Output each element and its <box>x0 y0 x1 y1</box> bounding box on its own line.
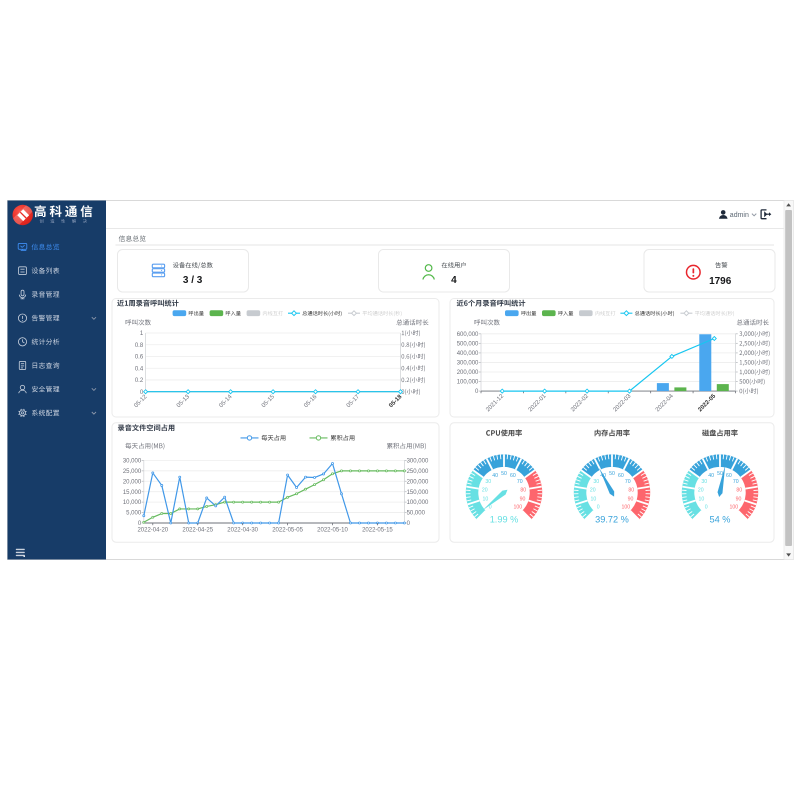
svg-text:54 %: 54 % <box>710 515 731 525</box>
svg-text:100,000: 100,000 <box>457 380 479 386</box>
svg-text:1: 1 <box>140 331 144 337</box>
svg-text:600,000: 600,000 <box>457 332 479 338</box>
svg-text:100,000: 100,000 <box>407 500 429 506</box>
svg-text:200,000: 200,000 <box>407 479 429 485</box>
svg-text:70: 70 <box>733 479 739 485</box>
svg-text:20: 20 <box>698 487 704 493</box>
svg-text:10,000: 10,000 <box>123 500 142 506</box>
svg-text:2022-04-20: 2022-04-20 <box>137 527 168 533</box>
svg-text:80: 80 <box>736 487 742 493</box>
svg-text:50: 50 <box>717 471 723 477</box>
svg-text:39.72 %: 39.72 % <box>595 515 629 525</box>
svg-text:15,000: 15,000 <box>123 490 142 496</box>
svg-text:2022-04-30: 2022-04-30 <box>227 527 258 533</box>
svg-text:0: 0 <box>140 390 144 396</box>
svg-text:admin: admin <box>730 212 749 219</box>
svg-text:60: 60 <box>618 473 624 479</box>
svg-text:90: 90 <box>520 497 526 503</box>
svg-text:250,000: 250,000 <box>407 469 429 475</box>
svg-text:60: 60 <box>726 473 732 479</box>
svg-text:10: 10 <box>699 497 705 503</box>
svg-text:500,000: 500,000 <box>457 341 479 347</box>
svg-text:1.99 %: 1.99 % <box>490 515 519 525</box>
svg-text:300,000: 300,000 <box>457 361 479 367</box>
svg-text:0.2: 0.2 <box>135 378 144 384</box>
svg-text:70: 70 <box>517 479 523 485</box>
svg-text:80: 80 <box>520 487 526 493</box>
svg-text:0: 0 <box>407 521 411 527</box>
svg-text:1796: 1796 <box>709 276 732 287</box>
svg-text:0: 0 <box>489 504 492 510</box>
svg-text:0: 0 <box>475 389 479 395</box>
svg-text:400,000: 400,000 <box>457 351 479 357</box>
svg-text:2022-05-10: 2022-05-10 <box>317 527 348 533</box>
svg-text:0: 0 <box>597 504 600 510</box>
svg-text:2022-05-05: 2022-05-05 <box>272 527 303 533</box>
svg-text:150,000: 150,000 <box>407 490 429 496</box>
svg-text:0: 0 <box>705 504 708 510</box>
svg-text:40: 40 <box>708 473 714 479</box>
svg-text:4: 4 <box>451 275 457 286</box>
svg-text:2022-04-25: 2022-04-25 <box>182 527 213 533</box>
svg-text:0.8: 0.8 <box>135 343 144 349</box>
svg-text:100: 100 <box>621 504 630 510</box>
svg-text:60: 60 <box>510 473 516 479</box>
svg-text:3 / 3: 3 / 3 <box>183 275 203 286</box>
svg-text:100: 100 <box>729 504 738 510</box>
svg-text:2022-05-15: 2022-05-15 <box>362 527 393 533</box>
svg-text:5,000: 5,000 <box>126 511 142 517</box>
svg-text:0.6: 0.6 <box>135 355 144 361</box>
svg-text:30: 30 <box>593 479 599 485</box>
svg-text:50: 50 <box>501 471 507 477</box>
svg-text:0.4: 0.4 <box>135 366 144 372</box>
svg-text:90: 90 <box>628 497 634 503</box>
svg-text:200,000: 200,000 <box>457 370 479 376</box>
svg-text:20,000: 20,000 <box>123 479 142 485</box>
svg-text:10: 10 <box>483 497 489 503</box>
svg-text:90: 90 <box>736 497 742 503</box>
svg-text:10: 10 <box>591 497 597 503</box>
svg-text:25,000: 25,000 <box>123 469 142 475</box>
svg-text:30: 30 <box>701 479 707 485</box>
svg-text:0: 0 <box>138 521 142 527</box>
svg-text:80: 80 <box>628 487 634 493</box>
svg-text:40: 40 <box>492 473 498 479</box>
svg-text:20: 20 <box>590 487 596 493</box>
svg-text:30,000: 30,000 <box>123 459 142 465</box>
svg-text:20: 20 <box>482 487 488 493</box>
svg-text:30: 30 <box>485 479 491 485</box>
svg-text:70: 70 <box>625 479 631 485</box>
svg-text:100: 100 <box>513 504 522 510</box>
svg-text:300,000: 300,000 <box>407 459 429 465</box>
svg-text:50: 50 <box>609 471 615 477</box>
svg-text:50,000: 50,000 <box>407 511 426 517</box>
